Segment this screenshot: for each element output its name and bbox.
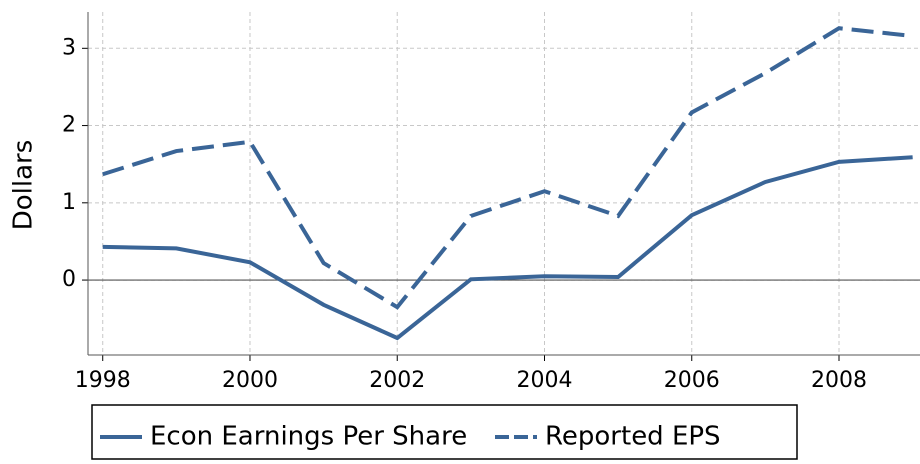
y-tick-label: 1 <box>62 190 76 215</box>
x-tick-label: 2008 <box>811 368 867 393</box>
x-tick-label: 2002 <box>369 368 425 393</box>
legend-label: Econ Earnings Per Share <box>150 422 467 452</box>
x-tick-label: 2006 <box>664 368 720 393</box>
y-tick-label: 0 <box>62 267 76 292</box>
legend-box <box>91 404 798 460</box>
series-line <box>102 155 913 341</box>
y-tick-label: 2 <box>62 113 76 138</box>
x-tick-label: 1998 <box>75 368 131 393</box>
series-line <box>102 26 913 310</box>
x-tick-label: 2000 <box>222 368 278 393</box>
y-tick-label: 3 <box>62 35 76 60</box>
x-tick-label: 2004 <box>516 368 572 393</box>
legend-label: Reported EPS <box>545 422 721 452</box>
y-axis-label: Dollars <box>9 140 39 231</box>
